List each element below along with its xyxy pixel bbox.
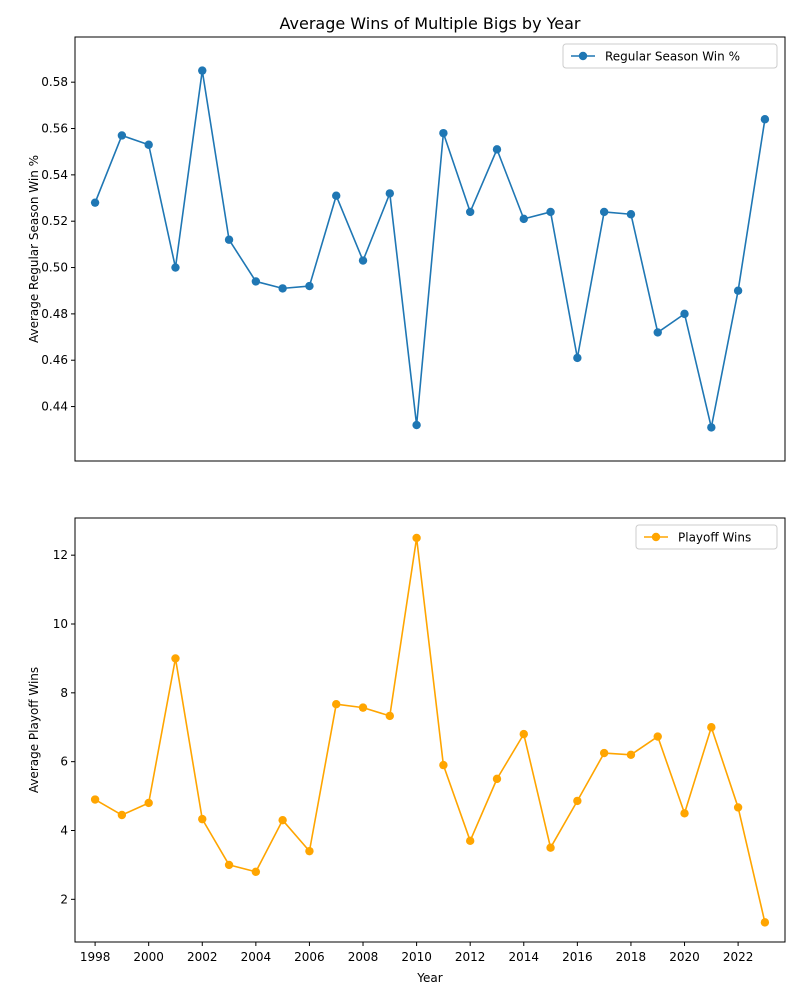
x-tick-label: 2012 xyxy=(455,950,486,964)
data-point xyxy=(358,256,368,265)
y-tick-label: 0.58 xyxy=(41,75,68,89)
data-point xyxy=(117,810,127,820)
x-tick-label: 2004 xyxy=(241,950,272,964)
y-tick-label: 12 xyxy=(53,548,68,562)
data-point xyxy=(519,729,528,739)
x-tick-label: 2020 xyxy=(669,950,700,964)
data-point xyxy=(198,66,207,75)
y-tick-label: 0.46 xyxy=(41,353,68,367)
x-tick-label: 2018 xyxy=(616,950,647,964)
data-point xyxy=(760,115,770,124)
y-tick-label: 0.52 xyxy=(41,214,68,228)
y-axis-label: Average Regular Season Win % xyxy=(27,155,41,343)
data-point xyxy=(492,145,502,154)
y-tick-label: 0.48 xyxy=(41,307,68,321)
data-point xyxy=(760,918,770,927)
legend-marker xyxy=(578,51,588,61)
y-tick-label: 0.44 xyxy=(41,400,68,414)
chart-bottom-playoff-wins: 2 4 6 8 10 12 1998 2000 2002 2004 2006 2008 2010 2012… xyxy=(27,517,786,985)
series-line xyxy=(94,537,766,923)
data-point xyxy=(278,815,287,825)
data-point xyxy=(278,284,287,293)
legend-label: Regular Season Win % xyxy=(605,50,740,64)
y-tick-label: 4 xyxy=(60,823,68,837)
legend-label: Playoff Wins xyxy=(678,531,751,545)
plot-frame xyxy=(74,517,786,943)
data-point xyxy=(224,860,234,870)
data-point xyxy=(599,207,609,217)
plot-frame xyxy=(74,36,786,462)
data-point xyxy=(626,750,636,759)
y-tick-label: 10 xyxy=(53,617,68,631)
y-tick-label: 0.50 xyxy=(41,261,68,275)
data-point xyxy=(519,214,528,224)
data-point xyxy=(358,703,368,712)
data-point xyxy=(251,277,261,286)
data-point xyxy=(251,867,261,876)
x-axis-label: Year xyxy=(416,971,442,985)
data-point xyxy=(144,140,153,149)
x-tick-label: 2022 xyxy=(723,950,754,964)
legend-box xyxy=(635,524,778,550)
data-point xyxy=(573,796,582,806)
legend-box xyxy=(562,43,778,69)
data-point xyxy=(198,814,207,824)
data-point xyxy=(546,207,555,217)
legend-marker xyxy=(651,532,661,542)
data-point xyxy=(224,235,234,244)
data-point xyxy=(492,774,502,784)
data-point xyxy=(707,423,716,432)
data-point xyxy=(412,533,421,543)
x-tick-label: 2014 xyxy=(509,950,540,964)
y-tick-label: 8 xyxy=(60,686,68,700)
x-tick-label: 2010 xyxy=(401,950,432,964)
y-tick-label: 2 xyxy=(60,892,68,906)
data-point xyxy=(439,128,448,138)
data-point xyxy=(653,732,662,741)
data-point xyxy=(144,798,153,808)
data-point xyxy=(653,328,662,337)
data-point xyxy=(332,699,341,709)
data-point xyxy=(465,836,475,846)
data-point xyxy=(626,210,636,219)
data-point xyxy=(680,309,689,319)
data-point xyxy=(465,207,475,217)
x-tick-label: 2000 xyxy=(133,950,164,964)
data-point xyxy=(385,711,395,721)
data-point xyxy=(546,843,555,852)
data-point xyxy=(599,748,609,758)
x-tick-label: 1998 xyxy=(80,950,111,964)
data-point xyxy=(332,191,341,200)
y-axis-label: Average Playoff Wins xyxy=(27,667,41,793)
data-point xyxy=(305,281,314,291)
series-line xyxy=(94,69,766,429)
data-point xyxy=(733,803,743,812)
x-tick-label: 2002 xyxy=(187,950,218,964)
data-point xyxy=(573,353,582,363)
data-point xyxy=(707,723,716,732)
y-tick-label: 6 xyxy=(60,755,68,769)
data-point xyxy=(439,760,448,770)
x-tick-label: 2016 xyxy=(562,950,593,964)
figure-title: Average Wins of Multiple Bigs by Year xyxy=(280,14,581,33)
data-point xyxy=(90,795,100,804)
data-point xyxy=(412,420,421,430)
y-tick-label: 0.54 xyxy=(41,168,68,182)
x-tick-label: 2008 xyxy=(348,950,379,964)
y-tick-label: 0.56 xyxy=(41,122,68,136)
data-point xyxy=(90,198,100,207)
data-point xyxy=(171,263,180,272)
chart-top-regular-season: 0.44 0.46 0.48 0.50 0.52 0.54 0.56 0.58 Average … xyxy=(27,36,786,462)
data-point xyxy=(117,131,127,140)
data-point xyxy=(733,286,743,295)
data-point xyxy=(385,189,395,198)
data-point xyxy=(305,846,314,856)
data-point xyxy=(680,809,689,818)
data-point xyxy=(171,654,180,663)
x-tick-label: 2006 xyxy=(294,950,325,964)
